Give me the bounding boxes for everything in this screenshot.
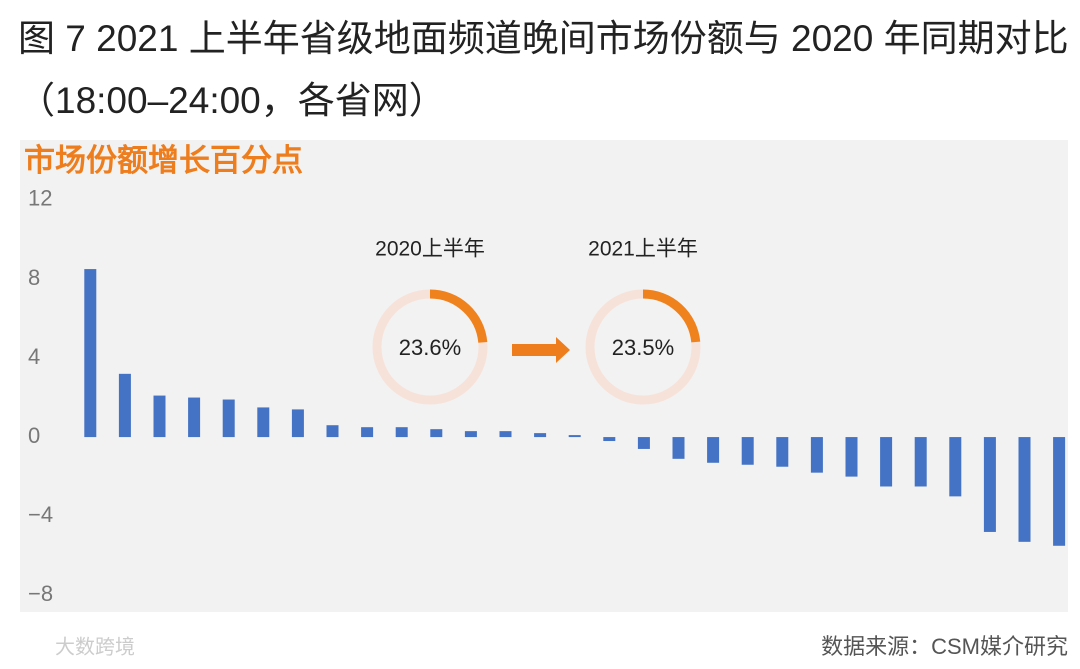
bar — [603, 437, 616, 442]
bar — [672, 437, 685, 459]
bar — [810, 437, 823, 473]
bar — [395, 427, 408, 438]
donut-label: 2021上半年 — [588, 238, 698, 261]
source: 数据来源：CSM媒介研究 — [821, 634, 1068, 659]
watermark: 大数跨境 — [55, 635, 135, 658]
y-tick-label: −8 — [28, 581, 53, 606]
bar — [291, 409, 304, 438]
bar — [707, 437, 720, 463]
bar — [188, 397, 201, 438]
y-tick-label: 12 — [28, 186, 52, 211]
bar — [153, 395, 166, 438]
subtitle: 市场份额增长百分点 — [24, 143, 303, 178]
bar — [637, 437, 650, 449]
bar — [949, 437, 962, 497]
arrow — [512, 337, 570, 363]
bar — [983, 437, 996, 532]
bar — [568, 435, 581, 438]
bar — [222, 399, 235, 438]
bar — [361, 427, 374, 438]
y-tick-label: 4 — [28, 344, 40, 369]
y-tick-label: 8 — [28, 265, 40, 290]
bar — [118, 373, 131, 438]
bar — [741, 437, 754, 465]
bar — [880, 437, 893, 487]
y-tick-label: 0 — [28, 423, 40, 448]
bar — [534, 433, 547, 438]
bar — [464, 431, 477, 438]
bar — [84, 269, 97, 438]
bar — [914, 437, 927, 487]
donut-arc — [429, 289, 488, 343]
plot-background — [20, 140, 1068, 612]
bar — [1018, 437, 1031, 542]
chart-title: 图 7 2021 上半年省级地面频道晚间市场份额与 2020 年同期对比（18:… — [18, 18, 1069, 121]
donut-value: 23.5% — [612, 335, 674, 360]
bar — [326, 425, 339, 438]
bar — [257, 407, 270, 438]
bar — [499, 431, 512, 438]
donut-value: 23.6% — [399, 335, 461, 360]
donut-arc — [642, 289, 701, 343]
bar — [845, 437, 858, 477]
bar — [1053, 437, 1066, 546]
y-tick-label: −4 — [28, 502, 53, 527]
bar — [430, 429, 443, 438]
donut-label: 2020上半年 — [375, 238, 485, 261]
bar — [776, 437, 789, 467]
